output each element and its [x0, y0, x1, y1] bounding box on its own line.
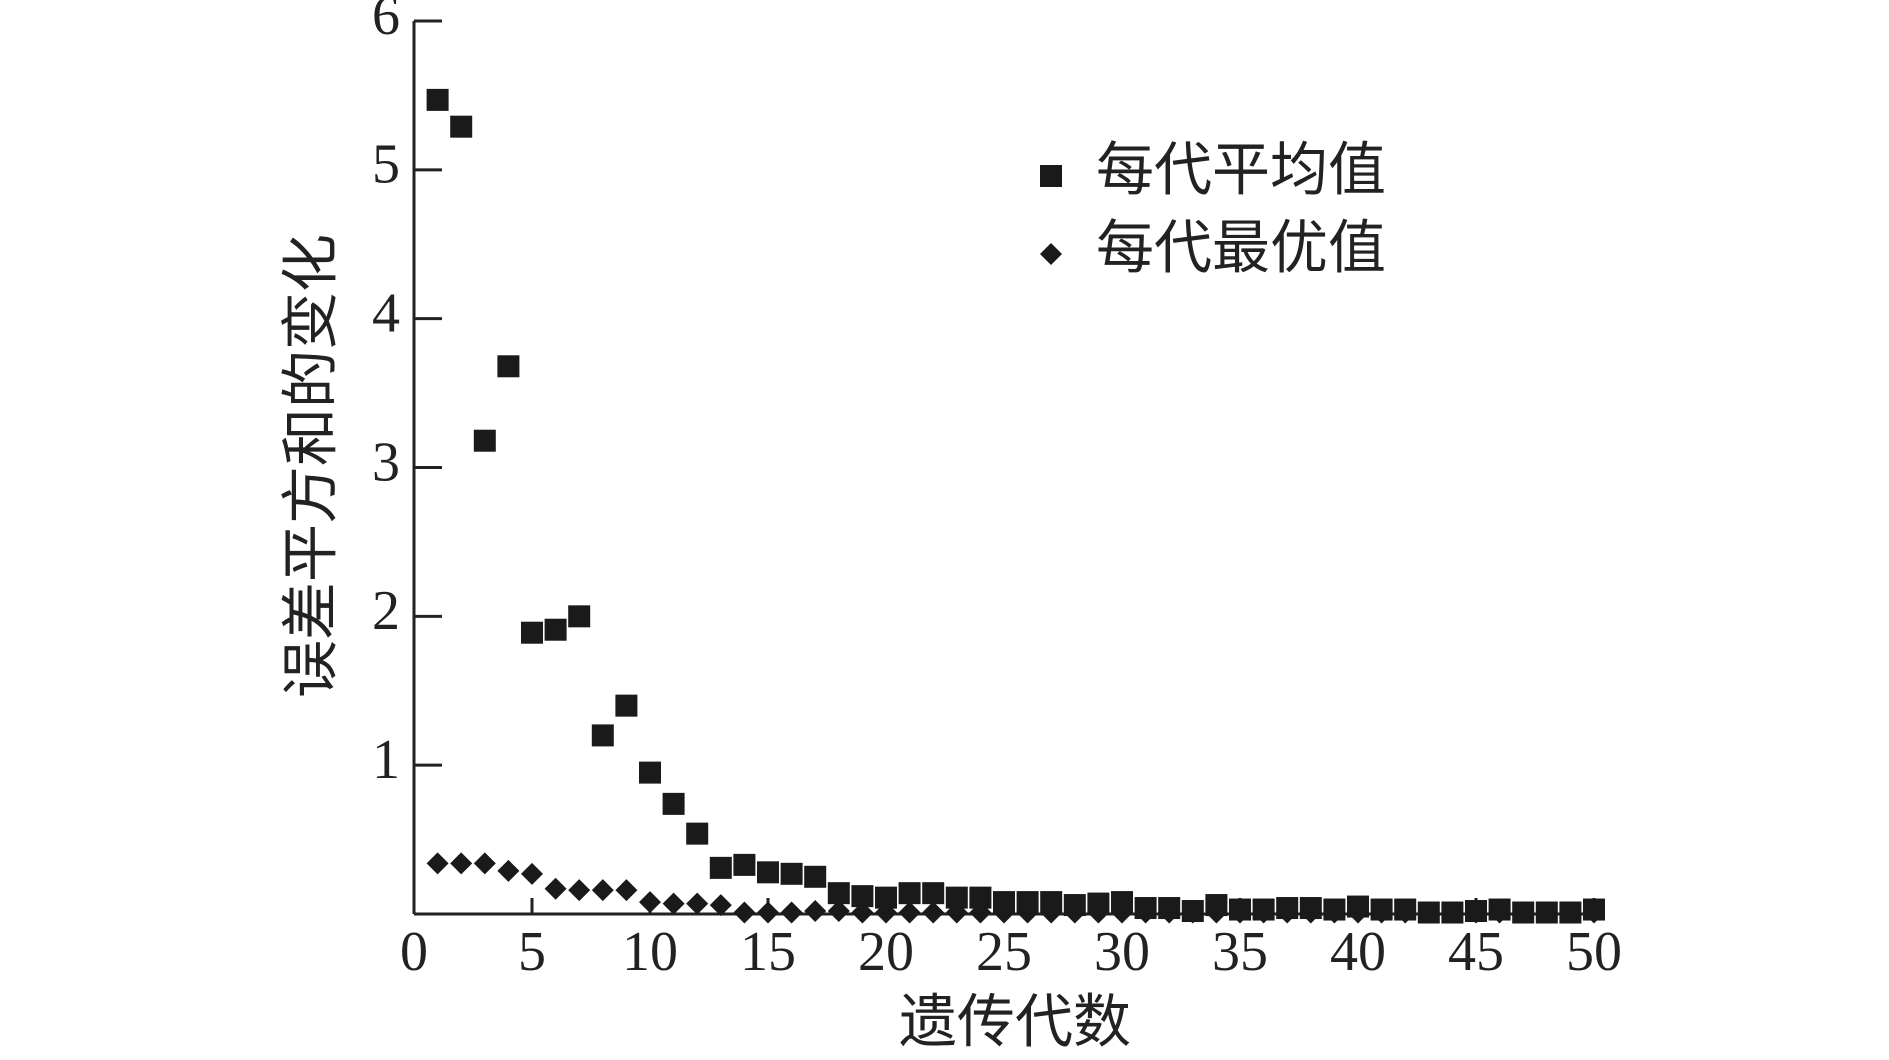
diamond-point — [1299, 901, 1322, 924]
diamond-point — [804, 900, 827, 923]
square-point — [591, 724, 614, 747]
x-axis-label: 遗传代数 — [899, 989, 1131, 1054]
y-tick-label: 6 — [372, 0, 400, 47]
diamond-point — [1276, 901, 1299, 924]
square-point — [827, 882, 850, 905]
y-tick-label: 1 — [372, 729, 400, 791]
diamond-point — [450, 852, 473, 875]
diamond-point — [993, 901, 1015, 924]
y-tick-label: 5 — [372, 134, 400, 196]
square-point — [757, 861, 779, 884]
diamond-point — [1016, 901, 1039, 924]
diamond-point — [639, 891, 661, 914]
diamond-point — [969, 901, 992, 924]
diamond-point — [544, 877, 567, 900]
diamond-point — [945, 901, 968, 924]
diamond-point — [1488, 901, 1511, 924]
diamond-point — [1134, 901, 1157, 924]
x-tick-label: 0 — [400, 921, 428, 983]
diamond-point — [1063, 901, 1086, 924]
square-point — [615, 694, 638, 717]
square-point — [473, 429, 496, 452]
y-tick-label: 4 — [372, 283, 400, 345]
diamond-point — [851, 901, 874, 924]
square-point — [875, 886, 897, 909]
y-axis-label: 误差平方和的变化 — [278, 234, 343, 698]
square-point — [804, 865, 827, 888]
square-point — [851, 885, 874, 908]
diamond-point — [662, 892, 685, 915]
diamond-point — [1583, 901, 1605, 924]
x-tick-label: 45 — [1448, 921, 1504, 983]
square-point — [733, 853, 756, 876]
square-point — [898, 882, 921, 905]
x-tick-label: 5 — [518, 921, 546, 983]
diamond-point — [1370, 901, 1393, 924]
diamond-point — [875, 901, 897, 924]
legend-text: 每代最优值 — [1096, 215, 1386, 280]
diamond-point — [1559, 901, 1582, 924]
diamond-point — [1087, 901, 1110, 924]
y-tick-label: 2 — [372, 580, 400, 642]
square-point — [450, 115, 473, 138]
square-point — [544, 618, 567, 641]
diamond-point — [1394, 901, 1417, 924]
square-point — [521, 621, 543, 644]
square-point — [780, 862, 803, 885]
diamond-point — [497, 859, 520, 882]
square-point — [662, 792, 685, 815]
diamond-point — [615, 879, 638, 902]
diamond-point — [1252, 901, 1275, 924]
x-tick-label: 10 — [622, 921, 678, 983]
diamond-point — [1229, 901, 1251, 924]
legend-marker — [1040, 243, 1062, 265]
x-tick-label: 20 — [858, 921, 914, 983]
legend-marker — [1040, 165, 1062, 187]
x-tick-label: 40 — [1330, 921, 1386, 983]
diamond-point — [1417, 901, 1440, 924]
diamond-point — [1535, 901, 1558, 924]
x-tick-label: 15 — [740, 921, 796, 983]
diamond-point — [827, 900, 850, 923]
diamond-point — [1347, 901, 1369, 924]
diamond-point — [1181, 901, 1204, 924]
diamond-point — [1465, 901, 1487, 924]
diamond-point — [1441, 901, 1464, 924]
diamond-point — [686, 892, 709, 915]
square-point — [686, 822, 709, 845]
diamond-point — [1512, 901, 1535, 924]
square-point — [639, 761, 661, 784]
x-tick-label: 25 — [976, 921, 1032, 983]
square-point — [969, 886, 992, 909]
square-point — [922, 882, 945, 905]
diamond-point — [591, 879, 614, 902]
diamond-point — [521, 862, 543, 885]
diamond-point — [1111, 901, 1133, 924]
y-tick-label: 3 — [372, 431, 400, 493]
diamond-point — [757, 901, 779, 924]
x-tick-label: 30 — [1094, 921, 1150, 983]
square-point — [709, 856, 732, 879]
diamond-point — [568, 879, 591, 902]
square-point — [945, 886, 968, 909]
square-point — [426, 88, 449, 111]
diamond-point — [473, 852, 496, 875]
diamond-point — [733, 901, 756, 924]
diamond-point — [1158, 901, 1181, 924]
diamond-point — [922, 901, 945, 924]
diamond-point — [709, 894, 732, 917]
square-point — [497, 355, 520, 378]
diamond-point — [426, 852, 449, 875]
diamond-point — [1323, 901, 1346, 924]
x-tick-label: 50 — [1566, 921, 1622, 983]
legend-text: 每代平均值 — [1096, 137, 1386, 202]
square-point — [568, 605, 591, 628]
x-tick-label: 35 — [1212, 921, 1268, 983]
diamond-point — [898, 901, 921, 924]
diamond-point — [1205, 901, 1228, 924]
diamond-point — [1040, 901, 1063, 924]
diamond-point — [780, 901, 803, 924]
